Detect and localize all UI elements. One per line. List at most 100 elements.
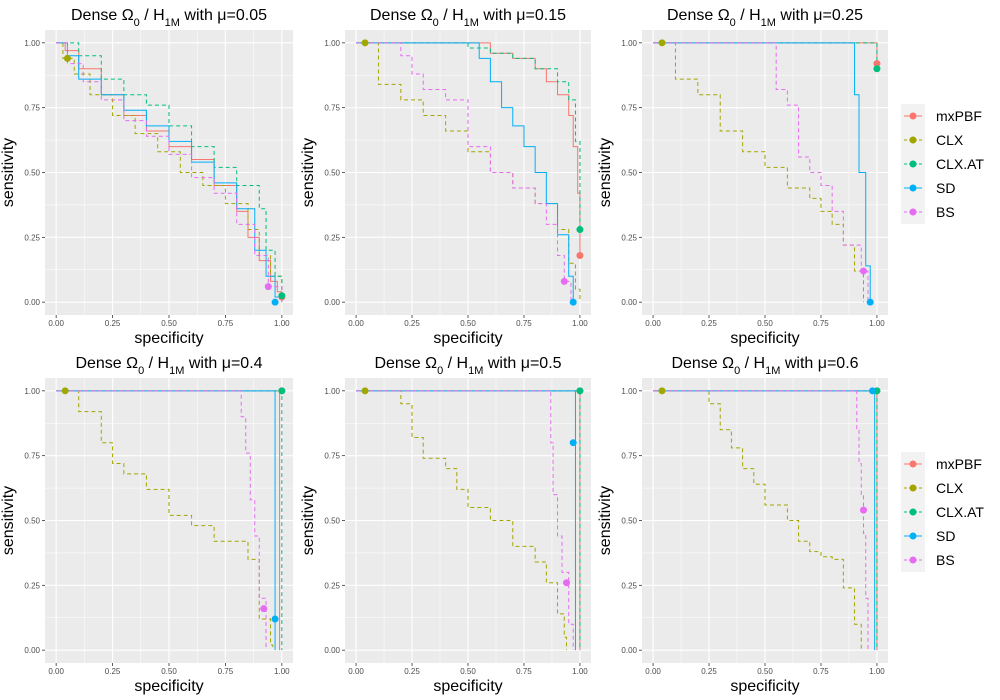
y-axis-label: sensitivity — [0, 138, 17, 207]
series-marker-bs — [260, 605, 268, 613]
title-text: with μ=0.4 — [184, 355, 262, 372]
series-line-clx — [653, 390, 862, 651]
y-tick-label: 0.75 — [324, 452, 340, 461]
y-tick-label: 0.50 — [324, 517, 340, 526]
y-tick-label: 0.00 — [324, 646, 340, 655]
x-tick-label: 0.25 — [404, 319, 420, 328]
title-text: with μ=0.05 — [180, 7, 267, 24]
legend-key-marker — [909, 208, 917, 216]
y-tick-label: 0.75 — [324, 104, 340, 113]
series-line-bs — [56, 390, 267, 651]
x-axis-label: specificity — [134, 678, 203, 695]
legend-label: mxPBF — [936, 456, 982, 472]
series-marker-bs — [562, 579, 570, 587]
x-tick-label: 0.25 — [105, 667, 121, 676]
x-tick-label: 1.00 — [572, 319, 588, 328]
panel-title: Dense Ω0 / H1M with μ=0.05 — [71, 7, 267, 29]
panel-5: 0.00 0.25 0.50 0.75 1.00 0.00 0.25 0.50 0.75 1.00… — [300, 355, 591, 695]
series-marker-bs — [264, 283, 272, 291]
y-axis-label: sensitivity — [300, 486, 317, 555]
x-tick-label: 1.00 — [572, 667, 588, 676]
title-text: with μ=0.6 — [780, 355, 858, 372]
x-tick-label: 0.25 — [105, 319, 121, 328]
series-line-bs — [56, 42, 283, 303]
legend-label: SD — [936, 528, 955, 544]
series-marker-sd — [569, 439, 577, 447]
legend-key-marker — [909, 160, 917, 168]
series-line-bs — [356, 390, 574, 651]
y-tick-label: 1.00 — [324, 39, 340, 48]
y-tick-label: 0.50 — [24, 517, 40, 526]
title-subscript: 0 — [134, 17, 140, 29]
title-text: Dense Ω — [71, 7, 134, 24]
series-line-clx-at — [653, 390, 878, 651]
title-subscript: 0 — [433, 17, 439, 29]
legend-bottom: mxPBF CLX CLX.AT SD BS — [901, 452, 984, 572]
series-marker-bs — [560, 277, 568, 285]
x-tick-label: 0.00 — [645, 667, 661, 676]
y-tick-label: 1.00 — [24, 387, 40, 396]
legend-label: CLX.AT — [936, 504, 984, 520]
y-tick-label: 0.50 — [621, 517, 637, 526]
x-tick-label: 1.00 — [869, 319, 885, 328]
series-marker-clx — [361, 39, 369, 47]
series-marker-clx — [63, 54, 71, 62]
title-text: with μ=0.25 — [776, 7, 863, 24]
y-tick-label: 0.25 — [324, 233, 340, 242]
title-subscript: 1M — [169, 365, 184, 377]
legend-label: BS — [936, 204, 955, 220]
title-text: / H — [736, 7, 761, 24]
legend-key-marker — [909, 112, 917, 120]
panel-title: Dense Ω0 / H1M with μ=0.25 — [667, 7, 863, 29]
panel-title: Dense Ω0 / H1M with μ=0.6 — [671, 355, 858, 377]
series-marker-clx — [361, 387, 369, 395]
series-line-clx — [56, 42, 283, 295]
series-marker-clx-at — [278, 387, 286, 395]
y-tick-label: 0.75 — [621, 452, 637, 461]
series-line-bs — [653, 42, 869, 303]
legend-label: SD — [936, 180, 955, 196]
y-axis-label: sensitivity — [300, 138, 317, 207]
series-line-sd — [356, 390, 576, 651]
series-marker-clx — [658, 39, 666, 47]
x-tick-label: 0.75 — [813, 319, 829, 328]
legend-label: CLX.AT — [936, 156, 984, 172]
series-marker-sd — [569, 298, 577, 306]
x-tick-label: 0.00 — [48, 667, 64, 676]
series-marker-clx-at — [576, 387, 584, 395]
title-subscript: 0 — [734, 365, 740, 377]
x-tick-label: 1.00 — [274, 319, 290, 328]
y-tick-label: 0.25 — [24, 233, 40, 242]
y-tick-label: 0.75 — [24, 104, 40, 113]
title-text: Dense Ω — [75, 355, 138, 372]
series-marker-bs — [859, 506, 867, 514]
y-tick-label: 0.50 — [24, 169, 40, 178]
title-subscript: 1M — [761, 17, 776, 29]
x-tick-label: 0.50 — [161, 667, 177, 676]
x-axis-label: specificity — [433, 678, 502, 695]
series-marker-mxpbf — [576, 251, 584, 259]
x-tick-label: 0.75 — [218, 667, 234, 676]
series-marker-clx-at — [873, 65, 881, 73]
x-tick-label: 0.75 — [218, 319, 234, 328]
y-tick-label: 0.00 — [24, 298, 40, 307]
title-subscript: 1M — [765, 365, 780, 377]
x-axis-label: specificity — [433, 330, 502, 347]
y-tick-label: 1.00 — [621, 387, 637, 396]
y-tick-label: 0.00 — [24, 646, 40, 655]
title-subscript: 1M — [468, 365, 483, 377]
x-tick-label: 1.00 — [869, 667, 885, 676]
title-subscript: 0 — [730, 17, 736, 29]
x-axis-label: specificity — [134, 330, 203, 347]
y-tick-label: 0.25 — [324, 581, 340, 590]
x-tick-label: 1.00 — [274, 667, 290, 676]
series-line-bs — [356, 42, 572, 303]
title-text: Dense Ω — [374, 355, 437, 372]
y-axis-label: sensitivity — [597, 486, 614, 555]
title-text: / H — [144, 355, 169, 372]
x-tick-label: 0.50 — [460, 319, 476, 328]
x-tick-label: 0.25 — [701, 319, 717, 328]
legend-label: CLX — [936, 480, 964, 496]
title-text: / H — [443, 355, 468, 372]
